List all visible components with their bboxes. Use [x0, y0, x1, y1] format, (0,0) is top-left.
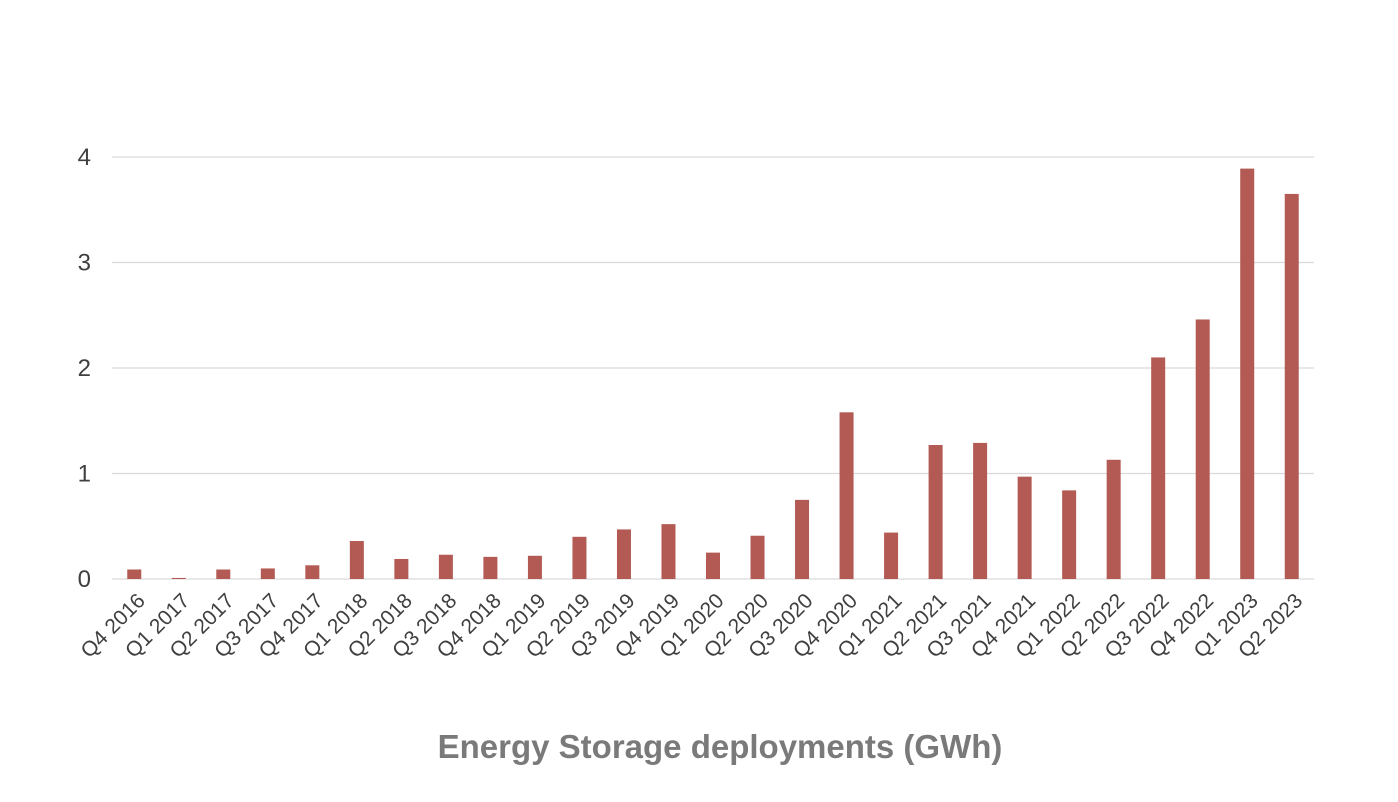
y-tick-label: 1	[78, 461, 91, 488]
bar-q1-2018	[349, 541, 364, 579]
bar-q2-2021	[928, 445, 943, 579]
bar-q1-2020	[706, 552, 720, 579]
bar-q1-2019	[527, 555, 542, 579]
y-tick-label: 0	[78, 566, 91, 593]
bar-q4-2018	[483, 556, 498, 579]
bar-q4-2016	[127, 569, 142, 579]
bar-q3-2018	[438, 554, 453, 579]
bar-q3-2019	[616, 529, 631, 579]
bar-q4-2020	[839, 412, 854, 579]
bar-q2-2020	[750, 535, 765, 579]
bar-q3-2021	[973, 442, 988, 579]
bar-q1-2021	[884, 532, 899, 579]
bar-q3-2017	[260, 568, 275, 579]
gridlines	[112, 156, 1314, 580]
bar-q1-2017	[171, 577, 186, 579]
bar-q2-2019	[572, 536, 587, 579]
bar-q1-2022	[1062, 490, 1077, 579]
chart-title: Energy Storage deployments (GWh)	[438, 728, 1003, 765]
bar-q4-2017	[305, 565, 320, 579]
bars	[127, 168, 1299, 580]
bar-q1-2023	[1240, 168, 1255, 580]
y-axis-ticks: 0 1 2 3 4	[78, 144, 91, 593]
bar-q2-2017	[216, 569, 231, 579]
bar-q2-2022	[1106, 459, 1121, 579]
bar-q4-2019	[661, 524, 676, 579]
bar-q3-2020	[795, 499, 810, 579]
bar-q4-2022	[1195, 319, 1210, 579]
bar-q2-2023	[1284, 193, 1299, 580]
y-tick-label: 2	[78, 355, 91, 382]
bar-q4-2021	[1017, 476, 1032, 579]
bar-q3-2022	[1151, 357, 1166, 579]
y-tick-label: 4	[78, 144, 91, 171]
y-tick-label: 3	[78, 250, 91, 277]
bar-q2-2018	[394, 558, 409, 579]
